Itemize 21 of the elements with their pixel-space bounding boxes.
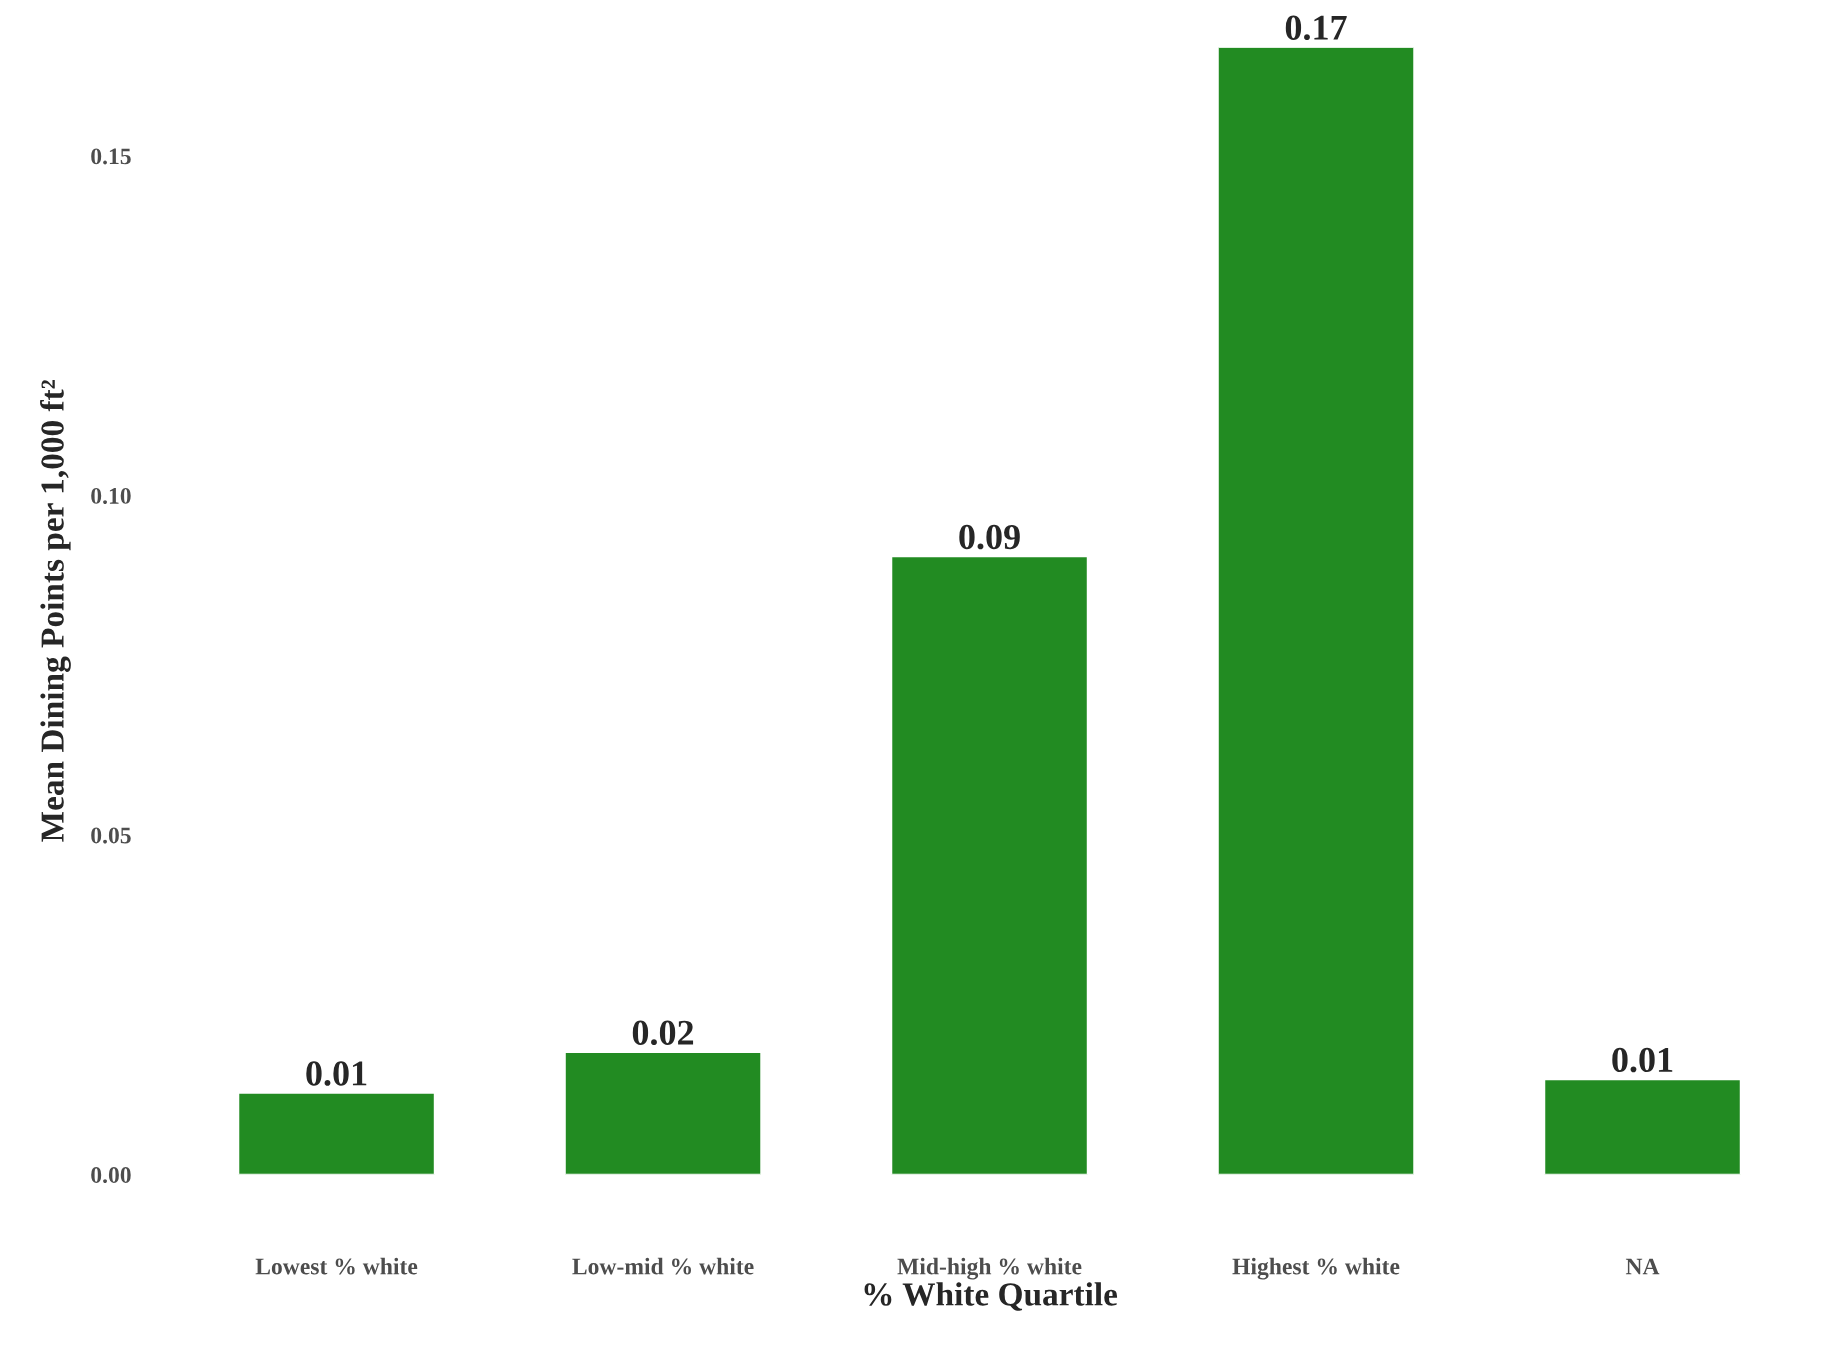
data-label: 0.01: [306, 1061, 367, 1086]
data-label: 0.09: [959, 524, 1020, 550]
bar: [237, 1092, 436, 1175]
x-tick-label: Lowest % white: [255, 1257, 418, 1275]
bar: [564, 1051, 762, 1175]
y-tick-label: 0.15: [91, 148, 131, 165]
y-axis-title: Mean Dining Points per 1,000 ft²: [40, 380, 71, 842]
x-tick-label: NA: [1625, 1258, 1660, 1275]
x-tick-label: Mid-high % white: [897, 1257, 1082, 1280]
y-tick-label: 0.05: [91, 827, 131, 844]
x-tick-label: Low-mid % white: [572, 1257, 754, 1275]
bar: [1217, 47, 1415, 1175]
x-axis-title: % White Quartile: [864, 1282, 1118, 1311]
bar: [1543, 1078, 1742, 1175]
data-label: 0.17: [1285, 15, 1347, 41]
y-tick-label: 0.10: [91, 487, 131, 504]
bar: [890, 555, 1089, 1175]
x-tick-label: Highest % white: [1232, 1257, 1400, 1280]
data-label: 0.02: [632, 1020, 694, 1046]
y-tick-label: 0.00: [91, 1166, 131, 1184]
data-label: 0.01: [1612, 1047, 1673, 1073]
